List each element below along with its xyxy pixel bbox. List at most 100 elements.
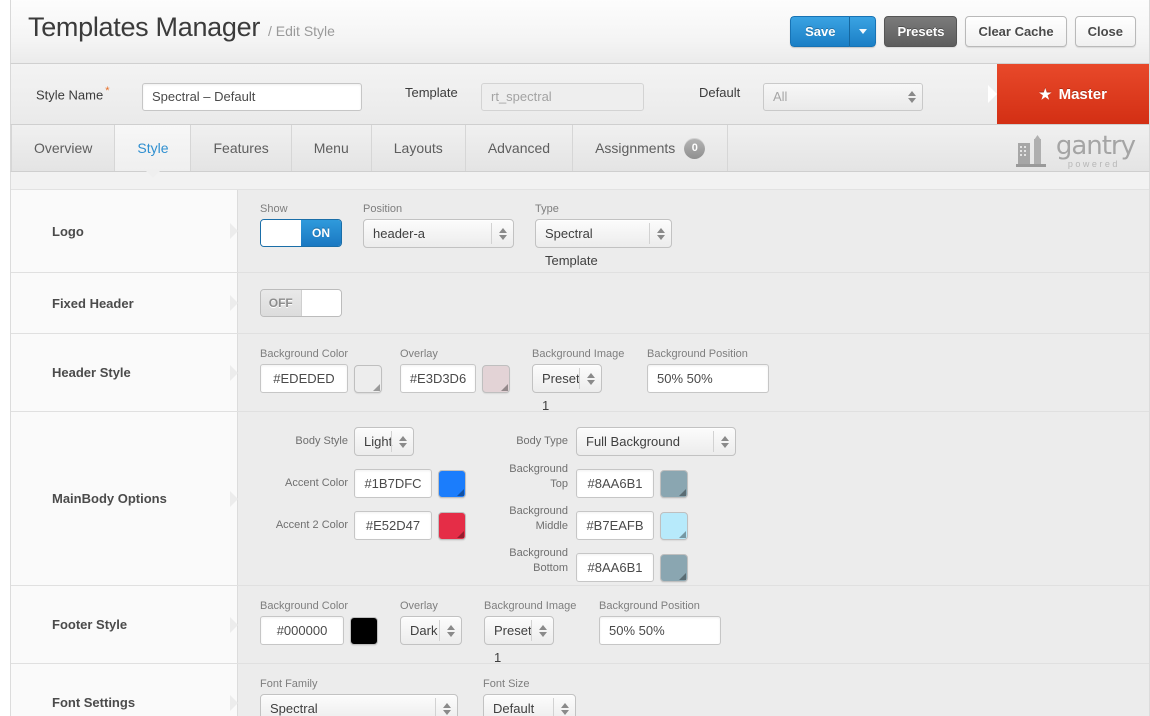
tab-features[interactable]: Features [191, 125, 292, 171]
header-bgcolor-input[interactable]: #EDEDED [260, 364, 348, 393]
tab-overview[interactable]: Overview [11, 125, 116, 171]
font-family-select[interactable]: Spectral [260, 694, 458, 716]
header-bgimage-select[interactable]: Preset 1 [532, 364, 602, 413]
font-family-group: Font Family Spectral [260, 678, 458, 716]
background-bottom-input[interactable]: #8AA6B1 [576, 553, 654, 582]
accent-color-field: #1B7DFC [354, 469, 466, 498]
font-size-select[interactable]: Default [483, 694, 576, 716]
page-title: Templates Manager / Edit Style [28, 12, 335, 43]
footer-bgposition-input[interactable]: 50% 50% [599, 616, 721, 645]
header-bgposition-group: Background Position 50% 50% [647, 348, 769, 393]
font-family-label: Font Family [260, 678, 318, 690]
footer-bgposition-label: Background Position [599, 600, 700, 612]
save-button[interactable]: Save [790, 16, 851, 47]
default-select[interactable]: All [763, 83, 923, 111]
accent-color-swatch[interactable] [438, 469, 466, 498]
logo-type-select[interactable]: Spectral Template [535, 219, 672, 268]
accent2-color-swatch[interactable] [438, 511, 466, 540]
tab-advanced[interactable]: Advanced [466, 125, 574, 171]
footer-bgcolor-swatch[interactable] [350, 616, 378, 645]
tab-style[interactable]: Style [115, 125, 192, 178]
caret-down-icon [858, 29, 867, 34]
required-marker: * [105, 85, 110, 97]
gantry-tagline: powered [1067, 159, 1120, 169]
row-logo-label: Logo [11, 190, 237, 272]
tab-bar: Overview Style Features Menu Layouts Adv… [10, 125, 1150, 178]
footer-bgposition-group: Background Position 50% 50% [599, 600, 721, 645]
tab-menu[interactable]: Menu [292, 125, 372, 171]
background-top-label: Background Top [509, 463, 568, 490]
header-bgcolor-field: #EDEDED [260, 364, 382, 393]
save-button-group[interactable]: Save [790, 16, 877, 47]
close-button[interactable]: Close [1074, 16, 1136, 47]
gantry-wordmark: gantry powered [1056, 133, 1136, 169]
toggle-blank-half [300, 290, 341, 316]
master-badge[interactable]: ★ Master [997, 64, 1149, 124]
header-overlay-swatch[interactable] [482, 364, 510, 393]
accent2-color-input[interactable]: #E52D47 [354, 511, 432, 540]
tab-assignments[interactable]: Assignments 0 [573, 125, 729, 171]
font-family-value: Spectral [270, 701, 318, 716]
background-top-swatch[interactable] [660, 469, 688, 498]
background-bottom-swatch[interactable] [660, 553, 688, 582]
header-bgcolor-label: Background Color [260, 348, 349, 360]
body-style-value: Light [364, 434, 393, 449]
font-size-group: Font Size Default [483, 678, 576, 716]
header-overlay-group: Overlay #E3D3D6 [400, 348, 510, 393]
logo-show-toggle[interactable]: ON [260, 219, 342, 247]
footer-bgimage-group: Background Image Preset 1 [484, 600, 576, 667]
spinner-icon [657, 227, 665, 240]
header-bgimage-label: Background Image [532, 348, 625, 360]
presets-button[interactable]: Presets [884, 16, 958, 47]
assignments-count-badge: 0 [684, 137, 706, 159]
logo-show-toggle-state: ON [301, 220, 341, 246]
fixed-header-toggle[interactable]: OFF [260, 289, 342, 317]
header-overlay-input[interactable]: #E3D3D6 [400, 364, 476, 393]
body-type-select[interactable]: Full Background [576, 427, 736, 456]
header-bgposition-input[interactable]: 50% 50% [647, 364, 769, 393]
row-footer-style-label: Footer Style [11, 586, 237, 663]
footer-overlay-select[interactable]: Dark [400, 616, 462, 645]
row-header-style-label: Header Style [11, 334, 237, 411]
title-bar: Templates Manager / Edit Style Save Pres… [10, 0, 1150, 64]
header-bgcolor-group: Background Color #EDEDED [260, 348, 382, 393]
background-top-input[interactable]: #8AA6B1 [576, 469, 654, 498]
background-middle-label: Background Middle [509, 505, 568, 532]
footer-bgcolor-label: Background Color [260, 600, 349, 612]
header-bgimage-value: Preset 1 [542, 371, 580, 413]
logo-position-select[interactable]: header-a [363, 219, 514, 248]
row-font-settings-label: Font Settings [11, 664, 237, 716]
accent2-color-field: #E52D47 [354, 511, 466, 540]
body-style-select[interactable]: Light [354, 427, 414, 456]
logo-position-label: Position [363, 203, 403, 215]
fixed-header-toggle-state: OFF [261, 290, 301, 316]
accent-color-input[interactable]: #1B7DFC [354, 469, 432, 498]
footer-bgimage-select[interactable]: Preset 1 [484, 616, 554, 665]
logo-type-value: Spectral Template [545, 226, 598, 268]
header-bgposition-label: Background Position [647, 348, 748, 360]
footer-bgcolor-input[interactable]: #000000 [260, 616, 344, 645]
body-type-value: Full Background [586, 434, 680, 449]
header-bgcolor-swatch[interactable] [354, 364, 382, 393]
font-size-label: Font Size [483, 678, 530, 690]
logo-position-group: Position header-a [363, 203, 514, 248]
default-label: Default [699, 85, 741, 100]
panel-top-gap [11, 172, 1149, 190]
clear-cache-button[interactable]: Clear Cache [965, 16, 1067, 47]
spinner-icon [561, 702, 569, 715]
gantry-logo: gantry powered [1015, 133, 1136, 169]
logo-type-group: Type Spectral Template [535, 203, 672, 270]
save-dropdown-button[interactable] [850, 16, 877, 47]
row-font-settings-body: Font Family Spectral Font Size Default [237, 664, 1149, 716]
background-middle-input[interactable]: #B7EAFB [576, 511, 654, 540]
row-header-style-body: Background Color #EDEDED Overlay #E3D3D6… [237, 334, 1149, 413]
accent2-color-label: Accent 2 Color [275, 519, 348, 531]
template-label: Template [405, 85, 458, 100]
footer-bgcolor-field: #000000 [260, 616, 378, 645]
footer-bgcolor-group: Background Color #000000 [260, 600, 378, 645]
style-meta-bar: Style Name * Spectral – Default Template … [10, 64, 1150, 125]
style-name-input[interactable]: Spectral – Default [142, 83, 362, 111]
tab-layouts[interactable]: Layouts [372, 125, 466, 171]
background-middle-swatch[interactable] [660, 511, 688, 540]
gantry-tower-icon [1015, 135, 1046, 167]
